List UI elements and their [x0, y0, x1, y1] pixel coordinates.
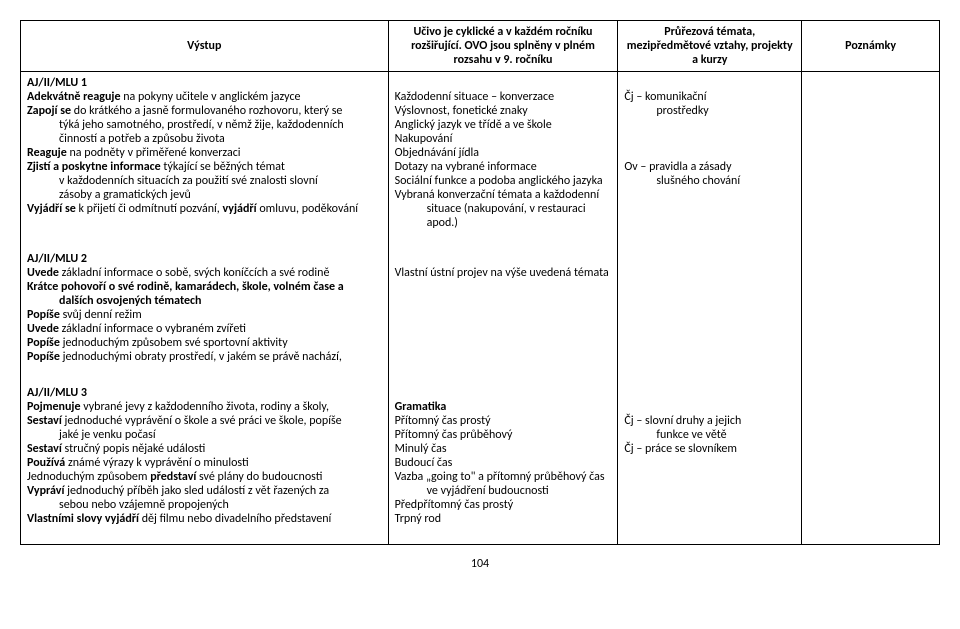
cell-mlu1-ucivo: Každodenní situace – konverzace Výslovno…	[388, 72, 618, 235]
header-row: Výstup Učivo je cyklické a v každém ročn…	[21, 21, 940, 72]
mlu2-v4: Uvede základní informace o vybraném zvíř…	[27, 322, 382, 336]
mlu2-title: AJ/II/MLU 2	[27, 252, 87, 266]
header-poznamky: Poznámky	[802, 21, 940, 72]
mlu3-v4: Používá známé výrazy k vyprávění o minul…	[27, 456, 382, 470]
row-mlu1: AJ/II/MLU 1 Adekvátně reaguje na pokyny …	[21, 72, 940, 235]
mlu1-v4c: v každodenních situacích za použití své …	[27, 174, 382, 188]
mlu2-v5: Popíše jednoduchým způsobem své sportovn…	[27, 336, 382, 350]
mlu1-v2c: týká jeho samotného, prostředí, v němž ž…	[27, 118, 382, 132]
cell-mlu3-pozn	[802, 368, 940, 545]
mlu2-v2b: dalších osvojených tématech	[27, 294, 382, 308]
mlu3-v7: Vlastními slovy vyjádří děj filmu nebo d…	[27, 512, 382, 526]
cell-mlu3-vystup: AJ/II/MLU 3 Pojmenuje vybrané jevy z kaž…	[21, 368, 389, 545]
mlu3-v1: Pojmenuje vybrané jevy z každodenního ži…	[27, 400, 382, 414]
header-prurez: Průřezová témata, mezipředmětové vztahy,…	[618, 21, 802, 72]
cell-mlu2-vystup: AJ/II/MLU 2 Uvede základní informace o s…	[21, 234, 389, 368]
mlu3-v5: Jednoduchým způsobem představí své plány…	[27, 470, 382, 484]
mlu3-v3: Sestaví stručný popis nějaké události	[27, 442, 382, 456]
mlu1-title: AJ/II/MLU 1	[27, 76, 87, 90]
mlu3-v6c: sebou nebo vzájemně propojených	[27, 498, 382, 512]
mlu2-v1: Uvede základní informace o sobě, svých k…	[27, 266, 382, 280]
cell-mlu2-prurez	[618, 234, 802, 368]
cell-mlu3-ucivo: Gramatika Přítomný čas prostý Přítomný č…	[388, 368, 618, 545]
mlu2-v6: Popíše jednoduchými obraty prostředí, v …	[27, 350, 382, 364]
mlu3-v2c: jaké je venku počasí	[27, 428, 382, 442]
row-mlu3: AJ/II/MLU 3 Pojmenuje vybrané jevy z kaž…	[21, 368, 940, 545]
cell-mlu2-pozn	[802, 234, 940, 368]
mlu3-title: AJ/II/MLU 3	[27, 386, 87, 400]
header-ucivo: Učivo je cyklické a v každém ročníku roz…	[388, 21, 618, 72]
header-vystup: Výstup	[21, 21, 389, 72]
cell-mlu2-ucivo: Vlastní ústní projev na výše uvedená tém…	[388, 234, 618, 368]
mlu3-v2: Sestaví jednoduché vyprávění o škole a s…	[27, 414, 382, 428]
page-number: 104	[20, 557, 940, 571]
cell-mlu1-prurez: Čj – komunikační prostředky Ov – pravidl…	[618, 72, 802, 235]
mlu1-v4: Zjistí a poskytne informace týkající se …	[27, 160, 382, 174]
mlu2-v3: Popíše svůj denní režim	[27, 308, 382, 322]
mlu1-v5: Vyjádří se k přijetí či odmítnutí pozván…	[27, 202, 382, 216]
mlu2-v2: Krátce pohovoří o své rodině, kamarádech…	[27, 280, 382, 294]
cell-mlu1-pozn	[802, 72, 940, 235]
cell-mlu1-vystup: AJ/II/MLU 1 Adekvátně reaguje na pokyny …	[21, 72, 389, 235]
mlu1-v2d: činností a potřeb a způsobu života	[27, 132, 382, 146]
mlu1-v1: Adekvátně reaguje na pokyny učitele v an…	[27, 90, 382, 104]
mlu1-v4d: zásoby a gramatických jevů	[27, 188, 382, 202]
row-mlu2: AJ/II/MLU 2 Uvede základní informace o s…	[21, 234, 940, 368]
mlu1-v3: Reaguje na podněty v přiměřené konverzac…	[27, 146, 382, 160]
cell-mlu3-prurez: Čj – slovní druhy a jejich funkce ve vět…	[618, 368, 802, 545]
mlu1-v2: Zapojí se do krátkého a jasně formulovan…	[27, 104, 382, 118]
curriculum-table: Výstup Učivo je cyklické a v každém ročn…	[20, 20, 940, 545]
mlu3-v6: Vypráví jednoduchý příběh jako sled udál…	[27, 484, 382, 498]
